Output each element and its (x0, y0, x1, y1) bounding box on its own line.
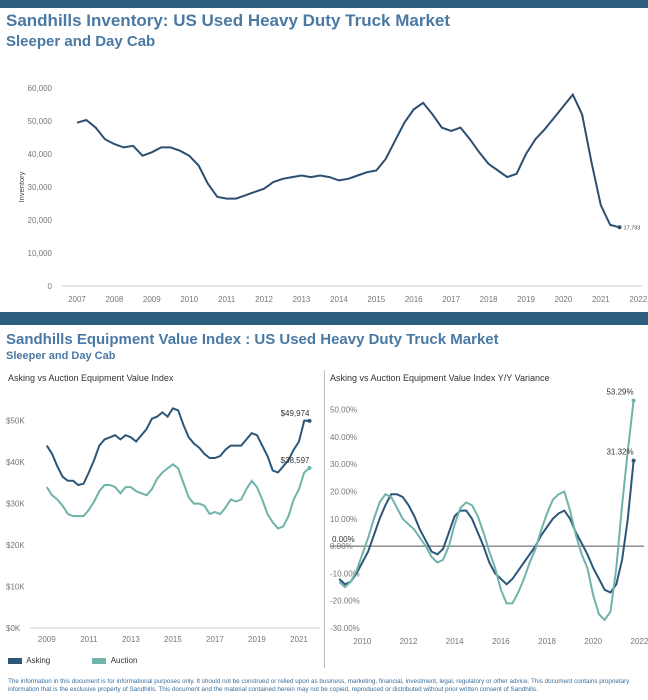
x-tick-label: 2020 (555, 295, 573, 304)
legend-label-auction: Auction (111, 656, 138, 665)
series-end-point (307, 466, 311, 470)
inventory-end-label: 17,793 (624, 225, 641, 231)
x-tick-label: 2011 (218, 295, 236, 304)
x-tick-label: 2015 (164, 635, 182, 644)
x-tick-label: 2014 (446, 637, 464, 646)
legend-label-asking: Asking (26, 656, 50, 665)
series-end-point (632, 459, 636, 463)
x-tick-label: 2019 (248, 635, 266, 644)
y-tick-label: 40.00% (330, 433, 357, 442)
y-tick-label: 20.00% (330, 488, 357, 497)
y-tick-label: $40K (6, 458, 25, 467)
x-tick-label: 2012 (400, 637, 418, 646)
series-end-label: 53.29% (606, 388, 633, 397)
x-tick-label: 2017 (206, 635, 224, 644)
legend-swatch-auction (92, 658, 106, 664)
y-tick-label: -30.00% (330, 624, 360, 633)
value-index-chart: $0K $10K $20K $30K $40K $50K 2009 2011 2013 2015 2… (0, 386, 322, 666)
value-index-title: Sandhills Equipment Value Index : US Use… (6, 331, 499, 348)
variance-chart: 0.00%-30.00%-20.00%-10.00%0.00%10.00%20.… (326, 386, 648, 648)
value-index-subtitle: Sleeper and Day Cab (6, 350, 115, 362)
y-tick-label: -20.00% (330, 597, 360, 606)
y-tick-label: 10.00% (330, 515, 357, 524)
y-tick-label: 20,000 (28, 216, 53, 225)
x-tick-label: 2021 (592, 295, 610, 304)
panel-divider (324, 370, 325, 668)
y-tick-label: $0K (6, 624, 21, 633)
asking-line (47, 408, 310, 485)
y-tick-label: 60,000 (28, 84, 53, 93)
series-end-point (632, 399, 636, 403)
x-tick-label: 2012 (255, 295, 273, 304)
series-end-label: $38,597 (281, 456, 310, 465)
asking-variance-line (339, 461, 633, 593)
x-tick-label: 2007 (68, 295, 86, 304)
variance-chart-title: Asking vs Auction Equipment Value Index … (330, 373, 549, 383)
x-tick-label: 2016 (492, 637, 510, 646)
asking-auction-chart-title: Asking vs Auction Equipment Value Index (8, 373, 173, 383)
x-tick-label: 2009 (38, 635, 56, 644)
inventory-title: Sandhills Inventory: US Used Heavy Duty … (6, 11, 450, 31)
x-tick-label: 2018 (538, 637, 556, 646)
x-tick-label: 2021 (290, 635, 308, 644)
middle-band (0, 312, 648, 325)
x-tick-label: 2011 (80, 635, 98, 644)
x-tick-label: 2009 (143, 295, 161, 304)
top-band (0, 0, 648, 8)
x-tick-label: 2020 (584, 637, 602, 646)
y-tick-label: $20K (6, 541, 25, 550)
x-tick-label: 2010 (180, 295, 198, 304)
auction-line (47, 464, 310, 528)
x-tick-label: 2022 (629, 295, 647, 304)
series-end-point (307, 419, 311, 423)
y-tick-label: 0.00% (330, 542, 353, 551)
x-tick-label: 2022 (630, 637, 648, 646)
x-tick-label: 2015 (367, 295, 385, 304)
legend-swatch-asking (8, 658, 22, 664)
series-end-label: $49,974 (281, 409, 310, 418)
series-end-label: 31.32% (606, 448, 633, 457)
x-tick-label: 2017 (442, 295, 460, 304)
x-tick-label: 2018 (480, 295, 498, 304)
x-tick-label: 2019 (517, 295, 535, 304)
inventory-line (77, 95, 620, 228)
legend: Asking Auction (8, 656, 137, 665)
inventory-chart: 0 10,000 20,000 30,000 40,000 50,000 60,000 200… (0, 56, 648, 312)
y-tick-label: 30.00% (330, 460, 357, 469)
y-tick-label: $10K (6, 583, 25, 592)
y-tick-label: 40,000 (28, 150, 53, 159)
x-tick-label: 2013 (122, 635, 140, 644)
y-tick-label: 10,000 (28, 249, 53, 258)
inventory-end-point (618, 225, 622, 229)
disclaimer: The information in this document is for … (8, 678, 640, 694)
y-tick-label: 50.00% (330, 406, 357, 415)
x-tick-label: 2016 (405, 295, 423, 304)
y-tick-label: 50,000 (28, 117, 53, 126)
inventory-subtitle: Sleeper and Day Cab (6, 33, 155, 50)
x-tick-label: 2013 (293, 295, 311, 304)
y-tick-label: $30K (6, 500, 25, 509)
x-tick-label: 2008 (105, 295, 123, 304)
y-tick-label: 0 (48, 282, 53, 291)
x-tick-label: 2010 (353, 637, 371, 646)
y-tick-label: $50K (6, 417, 25, 426)
y-tick-label: 30,000 (28, 183, 53, 192)
x-tick-label: 2014 (330, 295, 348, 304)
y-axis-label: Inventory (17, 171, 26, 202)
